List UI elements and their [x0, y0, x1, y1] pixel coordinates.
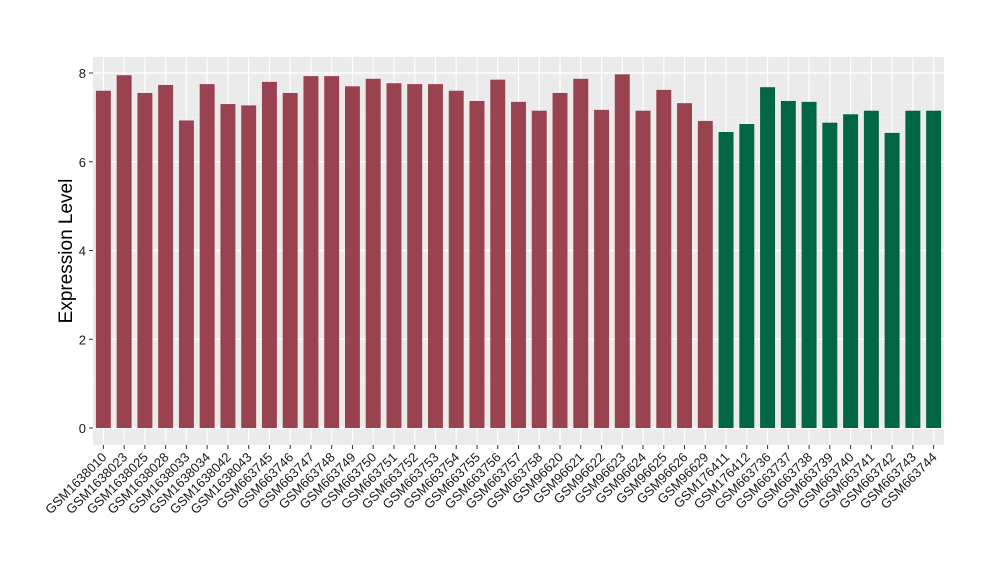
- bar-GSM663757: [511, 101, 526, 428]
- bar-GSM96629: [697, 120, 713, 429]
- bar-GSM663745: [261, 81, 277, 428]
- bar-GSM96624: [635, 110, 651, 428]
- bar-GSM1638023: [116, 75, 132, 428]
- bar-GSM663739: [822, 122, 838, 428]
- bar-GSM1638043: [241, 105, 257, 429]
- bar-GSM96623: [614, 74, 630, 429]
- bar-GSM1638010: [95, 90, 111, 428]
- bar-GSM96620: [552, 92, 568, 428]
- bar-GSM663737: [780, 100, 796, 429]
- y-axis-title: Expression Level: [56, 179, 77, 324]
- bar-GSM663753: [428, 84, 443, 428]
- bar-GSM663750: [365, 78, 381, 429]
- y-tick-label: 4: [79, 244, 86, 259]
- bars: [95, 74, 942, 429]
- bar-GSM1638042: [220, 104, 236, 428]
- bar-GSM663756: [490, 79, 506, 428]
- x-axis: GSM1638010GSM1638023GSM1638025GSM1638028…: [42, 445, 940, 517]
- bar-GSM663755: [469, 100, 485, 429]
- bar-GSM1638028: [158, 84, 174, 428]
- bar-GSM663740: [843, 114, 859, 429]
- y-axis: 0 2 4 6 8: [79, 66, 93, 436]
- bar-GSM1638033: [178, 120, 194, 428]
- bar-GSM1638034: [199, 84, 215, 428]
- bar-GSM96625: [656, 89, 672, 429]
- bar-GSM663744: [926, 110, 942, 428]
- bar-GSM663746: [282, 92, 298, 428]
- bar-GSM176412: [739, 124, 755, 428]
- bar-GSM663758: [531, 110, 547, 428]
- bar-GSM663748: [324, 76, 340, 428]
- bar-GSM663749: [344, 86, 360, 428]
- y-tick-label: 0: [79, 421, 86, 436]
- bar-GSM1638025: [137, 92, 153, 428]
- y-tick-label: 6: [79, 155, 86, 170]
- bar-GSM663754: [448, 90, 464, 428]
- bar-GSM663751: [386, 83, 402, 429]
- bar-GSM663742: [884, 132, 900, 428]
- bar-GSM96622: [594, 109, 609, 429]
- bar-GSM663738: [801, 101, 817, 428]
- bar-GSM663736: [760, 87, 776, 428]
- y-tick-label: 8: [79, 66, 86, 81]
- bar-GSM663747: [303, 76, 319, 428]
- y-tick-label: 2: [79, 332, 86, 347]
- bar-GSM663741: [863, 110, 879, 428]
- bar-GSM96626: [677, 103, 693, 429]
- bar-GSM176411: [718, 132, 734, 429]
- bar-GSM663743: [905, 110, 921, 428]
- bar-GSM663752: [407, 84, 423, 428]
- bar-GSM96621: [573, 78, 589, 429]
